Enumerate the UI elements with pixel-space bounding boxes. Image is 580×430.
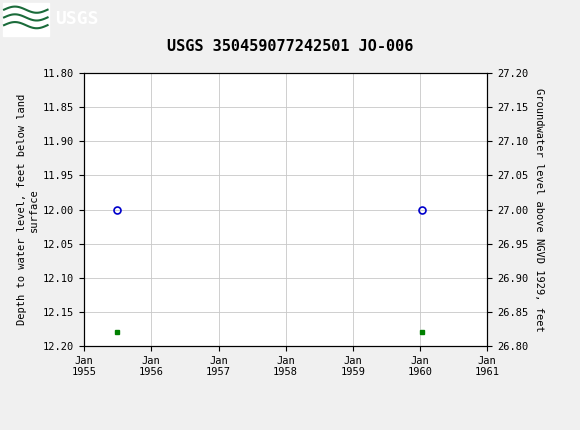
Y-axis label: Depth to water level, feet below land
surface: Depth to water level, feet below land su… <box>17 94 39 325</box>
Text: USGS 350459077242501 JO-006: USGS 350459077242501 JO-006 <box>167 39 413 54</box>
Legend: Period of approved data: Period of approved data <box>183 427 389 430</box>
Bar <box>3 3 49 36</box>
Y-axis label: Groundwater level above NGVD 1929, feet: Groundwater level above NGVD 1929, feet <box>534 88 543 332</box>
Text: USGS: USGS <box>55 10 99 28</box>
